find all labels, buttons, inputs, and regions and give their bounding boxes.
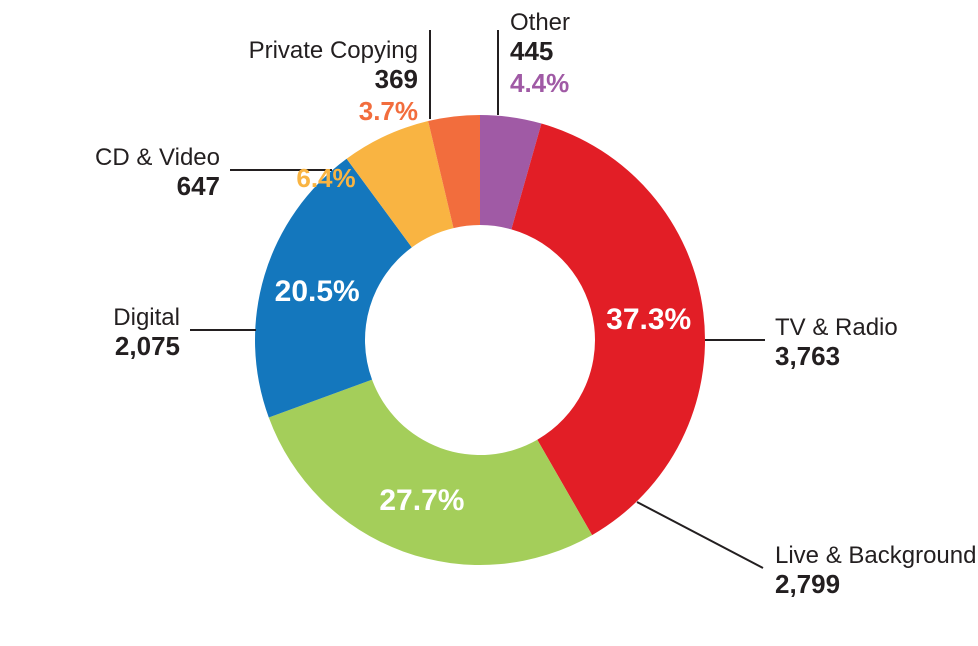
label-value-private_copying: 369 (375, 64, 418, 94)
slice-pct-live_background: 27.7% (379, 484, 464, 517)
slice-pct-tv_radio: 37.3% (606, 303, 691, 336)
label-value-other: 445 (510, 36, 553, 66)
label-pct-private_copying: 3.7% (359, 96, 418, 126)
donut-chart: 37.3% 27.7% 20.5% Other4454.4% TV & Radio3,7… (0, 0, 978, 646)
label-value-live_background: 2,799 (775, 569, 840, 599)
label-name-tv_radio: TV & Radio (775, 314, 898, 341)
label-pct-other: 4.4% (510, 68, 569, 98)
slice-pct-digital: 20.5% (275, 275, 360, 308)
label-value-digital: 2,075 (115, 331, 180, 361)
label-name-digital: Digital (113, 304, 180, 331)
label-value-cd_video: 647 (177, 171, 220, 201)
label-name-live_background: Live & Background (775, 542, 976, 569)
label-name-private_copying: Private Copying (249, 37, 418, 64)
label-name-cd_video: CD & Video (95, 144, 220, 171)
label-pct-cd_video: 6.4% (296, 163, 355, 193)
label-value-tv_radio: 3,763 (775, 341, 840, 371)
label-name-other: Other (510, 9, 570, 36)
